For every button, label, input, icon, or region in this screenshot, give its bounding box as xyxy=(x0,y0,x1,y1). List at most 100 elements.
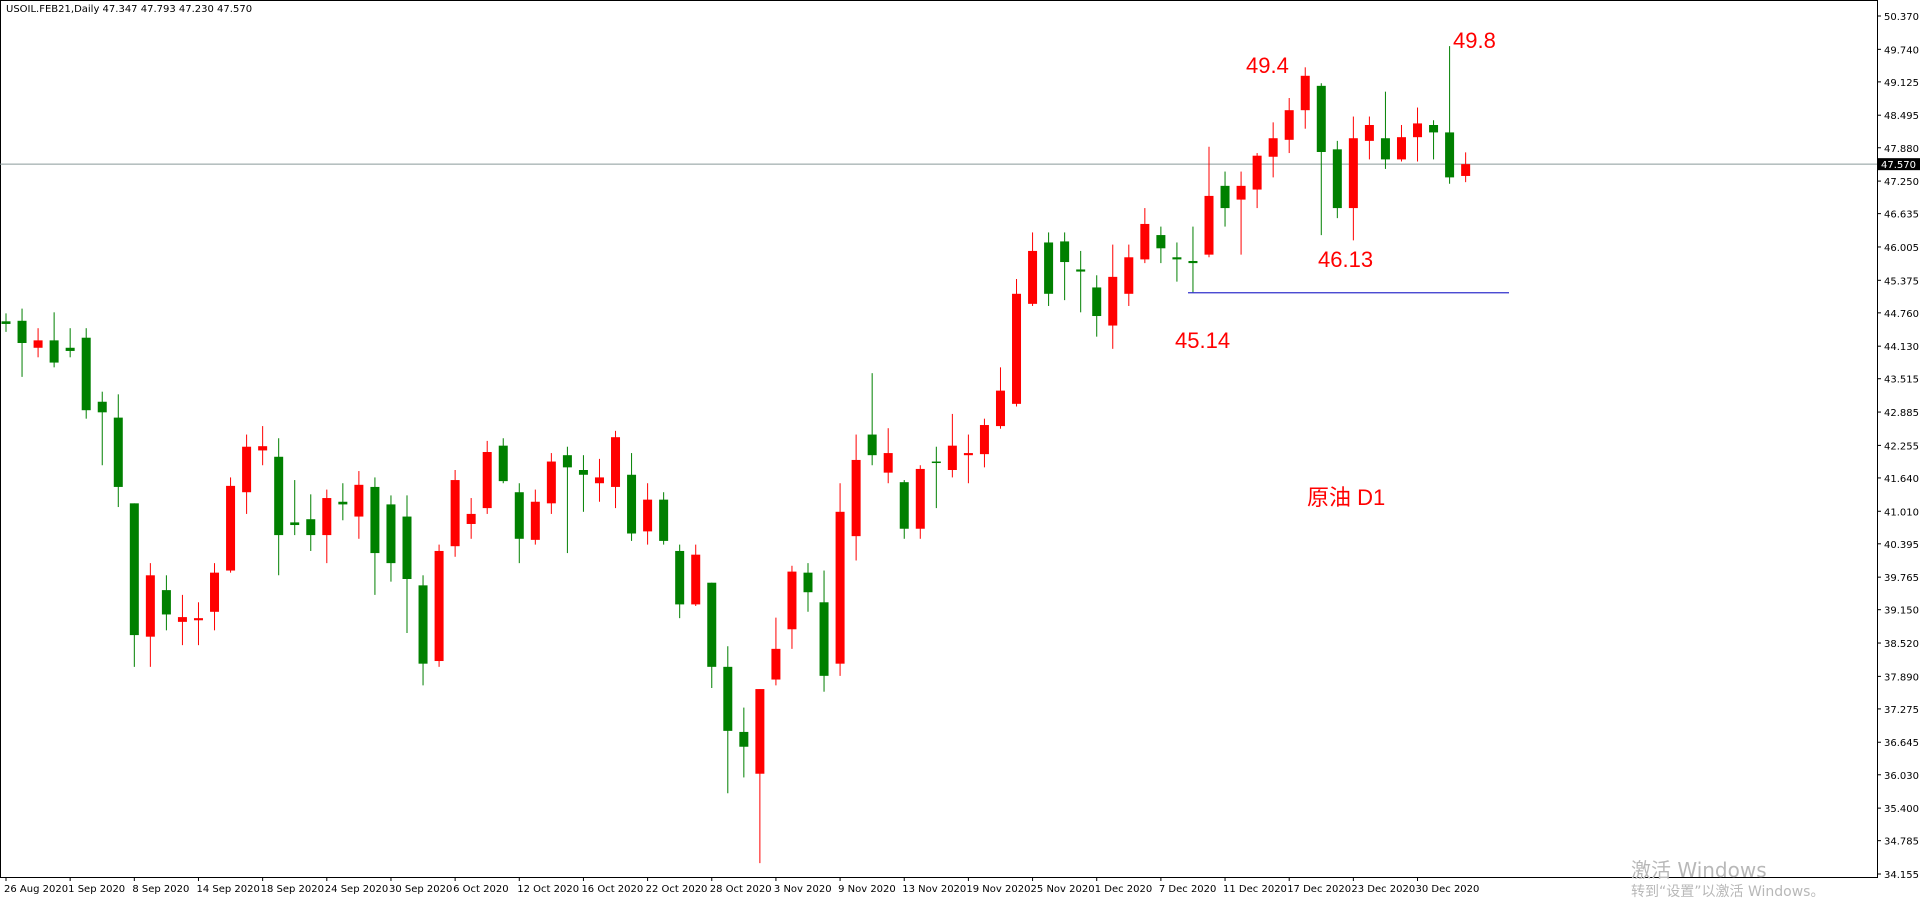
candle-body xyxy=(338,501,348,505)
candle-body xyxy=(322,498,332,536)
y-tick-label: 41.010 xyxy=(1884,507,1919,518)
y-tick-label: 36.030 xyxy=(1884,771,1919,782)
candle-body xyxy=(707,582,717,667)
candle-body xyxy=(819,602,829,676)
candle-body xyxy=(659,499,669,541)
candle-body xyxy=(274,456,284,536)
candle-body xyxy=(1188,260,1198,264)
candle-body xyxy=(1220,185,1230,209)
candle-body xyxy=(242,446,252,493)
y-tick-label: 44.760 xyxy=(1884,309,1919,320)
candle-body xyxy=(1172,257,1182,260)
x-tick-label: 19 Nov 2020 xyxy=(966,884,1030,895)
candle-body xyxy=(835,511,845,664)
y-tick-label: 42.255 xyxy=(1884,441,1919,452)
candle-body xyxy=(177,617,187,622)
candle-body xyxy=(49,340,59,363)
y-tick-label: 34.785 xyxy=(1884,837,1919,848)
price-annotation: 46.13 xyxy=(1318,247,1373,272)
candle-body xyxy=(370,486,380,554)
candle-body xyxy=(1300,75,1310,111)
candle-body xyxy=(306,519,316,536)
y-tick-label: 45.375 xyxy=(1884,276,1919,287)
candle-body xyxy=(33,340,43,348)
candle-body xyxy=(193,618,203,621)
x-tick-label: 3 Nov 2020 xyxy=(774,884,832,895)
current-price-label: 47.570 xyxy=(1881,160,1916,171)
y-tick-label: 49.740 xyxy=(1884,45,1919,56)
x-tick-label: 16 Oct 2020 xyxy=(581,884,643,895)
x-tick-label: 18 Sep 2020 xyxy=(261,884,324,895)
y-tick-label: 49.125 xyxy=(1884,78,1919,89)
candle-body xyxy=(546,461,556,504)
y-tick-label: 36.645 xyxy=(1884,738,1919,749)
candle-body xyxy=(210,572,220,612)
y-tick-label: 42.885 xyxy=(1884,408,1919,419)
x-tick-label: 30 Dec 2020 xyxy=(1416,884,1480,895)
x-tick-label: 8 Sep 2020 xyxy=(132,884,189,895)
x-tick-label: 26 Aug 2020 xyxy=(4,884,68,895)
candle-body xyxy=(1140,223,1150,260)
x-tick-label: 24 Sep 2020 xyxy=(325,884,388,895)
candle-body xyxy=(354,484,364,517)
candle-body xyxy=(1316,85,1326,152)
candle-body xyxy=(787,571,797,630)
candle-body xyxy=(1332,149,1342,209)
x-tick-label: 17 Dec 2020 xyxy=(1287,884,1351,895)
y-tick-label: 47.880 xyxy=(1884,144,1919,155)
candle-body xyxy=(851,459,861,537)
y-tick-label: 50.370 xyxy=(1884,12,1919,23)
x-tick-label: 12 Oct 2020 xyxy=(517,884,579,895)
y-tick-label: 44.130 xyxy=(1884,342,1919,353)
candle-body xyxy=(995,390,1005,427)
candle-body xyxy=(418,585,428,664)
y-tick-label: 37.890 xyxy=(1884,672,1919,683)
candle-body xyxy=(1,321,11,324)
candle-body xyxy=(1348,138,1358,209)
candle-body xyxy=(691,554,701,605)
x-tick-label: 14 Sep 2020 xyxy=(196,884,259,895)
y-tick-label: 46.635 xyxy=(1884,210,1919,221)
candle-body xyxy=(1028,250,1038,304)
candle-body xyxy=(1060,241,1070,263)
annotation: 原油 D1 xyxy=(1307,485,1385,510)
y-tick-label: 35.400 xyxy=(1884,804,1919,815)
y-tick-label: 46.005 xyxy=(1884,243,1919,254)
price-annotation: 45.14 xyxy=(1175,328,1230,353)
current-price-box xyxy=(1877,158,1920,171)
x-tick-label: 1 Sep 2020 xyxy=(68,884,125,895)
candle-body xyxy=(1268,138,1278,157)
candle-body xyxy=(226,485,236,571)
candle-body xyxy=(643,499,653,532)
candle-body xyxy=(883,453,893,473)
candle-body xyxy=(963,453,973,456)
candle-body xyxy=(1124,257,1134,294)
candle-body xyxy=(258,446,268,451)
candle-body xyxy=(675,550,685,605)
candle-body xyxy=(17,320,27,344)
price-annotation: 49.8 xyxy=(1453,28,1496,53)
candle-body xyxy=(113,417,123,487)
watermark: 激活 Windows xyxy=(1631,858,1767,882)
candle-body xyxy=(1108,276,1118,326)
candle-body xyxy=(129,503,139,636)
candle-body xyxy=(899,482,909,529)
candle-body xyxy=(611,437,621,487)
candle-body xyxy=(1396,137,1406,160)
candle-body xyxy=(771,648,781,680)
candle-body xyxy=(97,401,107,413)
y-tick-label: 34.155 xyxy=(1884,870,1919,881)
candle-body xyxy=(594,477,604,484)
x-tick-label: 22 Oct 2020 xyxy=(646,884,708,895)
candle-body xyxy=(1461,164,1471,176)
candle-body xyxy=(1445,132,1455,178)
y-tick-label: 43.515 xyxy=(1884,375,1919,386)
candle-body xyxy=(578,470,588,475)
candle-body xyxy=(386,504,396,564)
candle-body xyxy=(723,666,733,731)
x-tick-label: 23 Dec 2020 xyxy=(1351,884,1415,895)
x-tick-label: 6 Oct 2020 xyxy=(453,884,508,895)
candle-body xyxy=(65,347,75,351)
x-tick-label: 7 Dec 2020 xyxy=(1159,884,1217,895)
